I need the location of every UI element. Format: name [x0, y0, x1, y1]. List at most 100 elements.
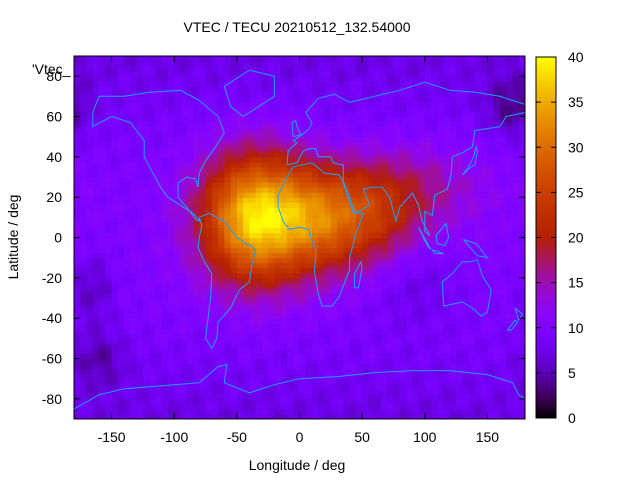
heatmap-cell: [142, 131, 150, 138]
heatmap-cell: [487, 171, 495, 178]
heatmap-cell: [330, 343, 338, 350]
heatmap-cell: [167, 247, 175, 254]
heatmap-cell: [174, 277, 182, 284]
heatmap-cell: [374, 222, 382, 229]
heatmap-cell: [431, 287, 438, 294]
heatmap-cell: [493, 222, 501, 229]
heatmap-cell: [487, 378, 495, 385]
heatmap-cell: [474, 363, 482, 370]
heatmap-cell: [136, 308, 144, 314]
heatmap-cell: [205, 56, 213, 62]
heatmap-cell: [330, 71, 338, 77]
heatmap-cell: [355, 171, 363, 178]
heatmap-cell: [405, 202, 413, 208]
heatmap-cell: [374, 106, 382, 113]
heatmap-cell: [142, 398, 150, 405]
heatmap-cell: [324, 202, 332, 208]
heatmap-cell: [105, 66, 113, 72]
heatmap-cell: [443, 71, 451, 77]
heatmap-cell: [487, 368, 495, 375]
heatmap-cell: [186, 111, 194, 118]
heatmap-cell: [474, 101, 482, 108]
heatmap-cell: [293, 328, 301, 334]
heatmap-cell: [462, 363, 470, 370]
heatmap-cell: [487, 247, 495, 254]
heatmap-cell: [286, 222, 294, 229]
heatmap-cell: [330, 298, 338, 304]
heatmap-cell: [405, 338, 413, 344]
heatmap-cell: [249, 192, 257, 198]
heatmap-cell: [418, 197, 426, 203]
heatmap-cell: [374, 116, 382, 123]
heatmap-cell: [324, 207, 332, 213]
heatmap-cell: [437, 318, 445, 324]
heatmap-cell: [136, 61, 144, 67]
heatmap-cell: [211, 121, 219, 128]
heatmap-cell: [349, 328, 357, 334]
heatmap-cell: [218, 166, 225, 173]
heatmap-cell: [399, 378, 407, 385]
heatmap-cell: [362, 222, 369, 229]
heatmap-cell: [155, 303, 163, 309]
heatmap-cell: [130, 257, 138, 264]
heatmap-cell: [493, 136, 501, 143]
heatmap-cell: [337, 151, 344, 158]
heatmap-cell: [405, 212, 413, 218]
heatmap-cell: [399, 126, 407, 133]
heatmap-cell: [449, 252, 457, 259]
heatmap-cell: [487, 116, 495, 123]
heatmap-cell: [149, 106, 157, 113]
heatmap-cell: [86, 81, 94, 87]
heatmap-cell: [487, 121, 495, 128]
heatmap-cell: [362, 242, 369, 249]
heatmap-cell: [437, 61, 445, 67]
heatmap-cell: [255, 116, 263, 123]
heatmap-cell: [456, 166, 463, 173]
heatmap-cell: [74, 81, 81, 87]
heatmap-cell: [437, 232, 445, 239]
heatmap-cell: [499, 287, 507, 294]
heatmap-cell: [117, 398, 125, 405]
heatmap-cell: [86, 111, 94, 118]
heatmap-cell: [124, 378, 131, 385]
heatmap-cell: [330, 227, 338, 234]
heatmap-cell: [211, 71, 219, 77]
heatmap-cell: [255, 282, 263, 289]
heatmap-cell: [274, 217, 282, 223]
heatmap-cell: [362, 292, 369, 299]
heatmap-cell: [380, 272, 388, 279]
heatmap-cell: [199, 298, 207, 304]
heatmap-cell: [117, 343, 125, 350]
heatmap-cell: [80, 156, 88, 163]
heatmap-cell: [487, 222, 495, 229]
heatmap-cell: [431, 328, 438, 334]
heatmap-cell: [443, 313, 451, 319]
heatmap-cell: [280, 408, 288, 415]
heatmap-cell: [80, 348, 88, 355]
heatmap-cell: [499, 187, 507, 193]
heatmap-cell: [324, 247, 332, 254]
heatmap-cell: [117, 333, 125, 339]
heatmap-cell: [199, 338, 207, 344]
heatmap-cell: [393, 413, 401, 419]
heatmap-cell: [180, 182, 188, 188]
heatmap-cell: [186, 177, 194, 183]
heatmap-cell: [318, 287, 326, 294]
heatmap-cell: [274, 398, 282, 405]
heatmap-cell: [74, 373, 81, 380]
heatmap-cell: [487, 373, 495, 380]
heatmap-cell: [124, 126, 131, 133]
heatmap-cell: [437, 116, 445, 123]
heatmap-cell: [481, 66, 489, 72]
heatmap-cell: [124, 282, 131, 289]
heatmap-cell: [230, 287, 238, 294]
heatmap-cell: [193, 328, 200, 334]
heatmap-cell: [80, 282, 88, 289]
heatmap-cell: [236, 177, 244, 183]
heatmap-cell: [355, 126, 363, 133]
heatmap-cell: [337, 197, 344, 203]
heatmap-cell: [261, 187, 269, 193]
heatmap-cell: [211, 348, 219, 355]
heatmap-cell: [149, 197, 157, 203]
heatmap-cell: [174, 106, 182, 113]
